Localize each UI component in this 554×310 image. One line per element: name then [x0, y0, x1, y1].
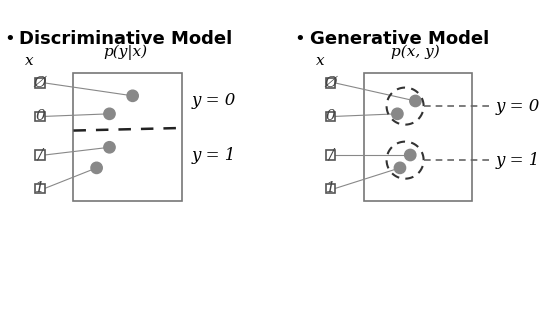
Text: p(x, y): p(x, y) — [391, 45, 440, 59]
Text: y = 0: y = 0 — [192, 92, 236, 109]
Circle shape — [104, 142, 115, 153]
Circle shape — [127, 90, 138, 101]
Text: x: x — [25, 54, 34, 68]
Text: Generative Model: Generative Model — [310, 30, 489, 48]
Text: 0: 0 — [326, 109, 335, 123]
Text: 0: 0 — [35, 109, 45, 123]
Text: •: • — [4, 30, 15, 48]
FancyBboxPatch shape — [364, 73, 472, 201]
Circle shape — [104, 108, 115, 119]
Text: x: x — [316, 54, 325, 68]
FancyBboxPatch shape — [35, 150, 45, 160]
FancyBboxPatch shape — [35, 78, 45, 88]
Text: Ø: Ø — [34, 76, 46, 90]
Circle shape — [91, 162, 102, 174]
FancyBboxPatch shape — [326, 184, 335, 193]
FancyBboxPatch shape — [35, 112, 45, 121]
Text: y = 0: y = 0 — [495, 98, 540, 115]
Text: Discriminative Model: Discriminative Model — [19, 30, 233, 48]
Text: p(y|x): p(y|x) — [103, 44, 147, 60]
Text: /: / — [328, 148, 333, 162]
Text: Ø: Ø — [324, 76, 337, 90]
Text: y = 1: y = 1 — [495, 152, 540, 169]
Circle shape — [404, 149, 416, 161]
FancyBboxPatch shape — [326, 78, 335, 88]
FancyBboxPatch shape — [326, 112, 335, 121]
FancyBboxPatch shape — [326, 150, 335, 160]
Text: 1: 1 — [35, 181, 45, 195]
Circle shape — [392, 108, 403, 119]
FancyBboxPatch shape — [74, 73, 182, 201]
Text: y = 1: y = 1 — [192, 147, 236, 163]
Text: •: • — [294, 30, 305, 48]
Text: /: / — [38, 148, 43, 162]
Circle shape — [410, 95, 421, 107]
FancyBboxPatch shape — [35, 184, 45, 193]
Text: 1: 1 — [326, 181, 335, 195]
Circle shape — [394, 162, 406, 174]
